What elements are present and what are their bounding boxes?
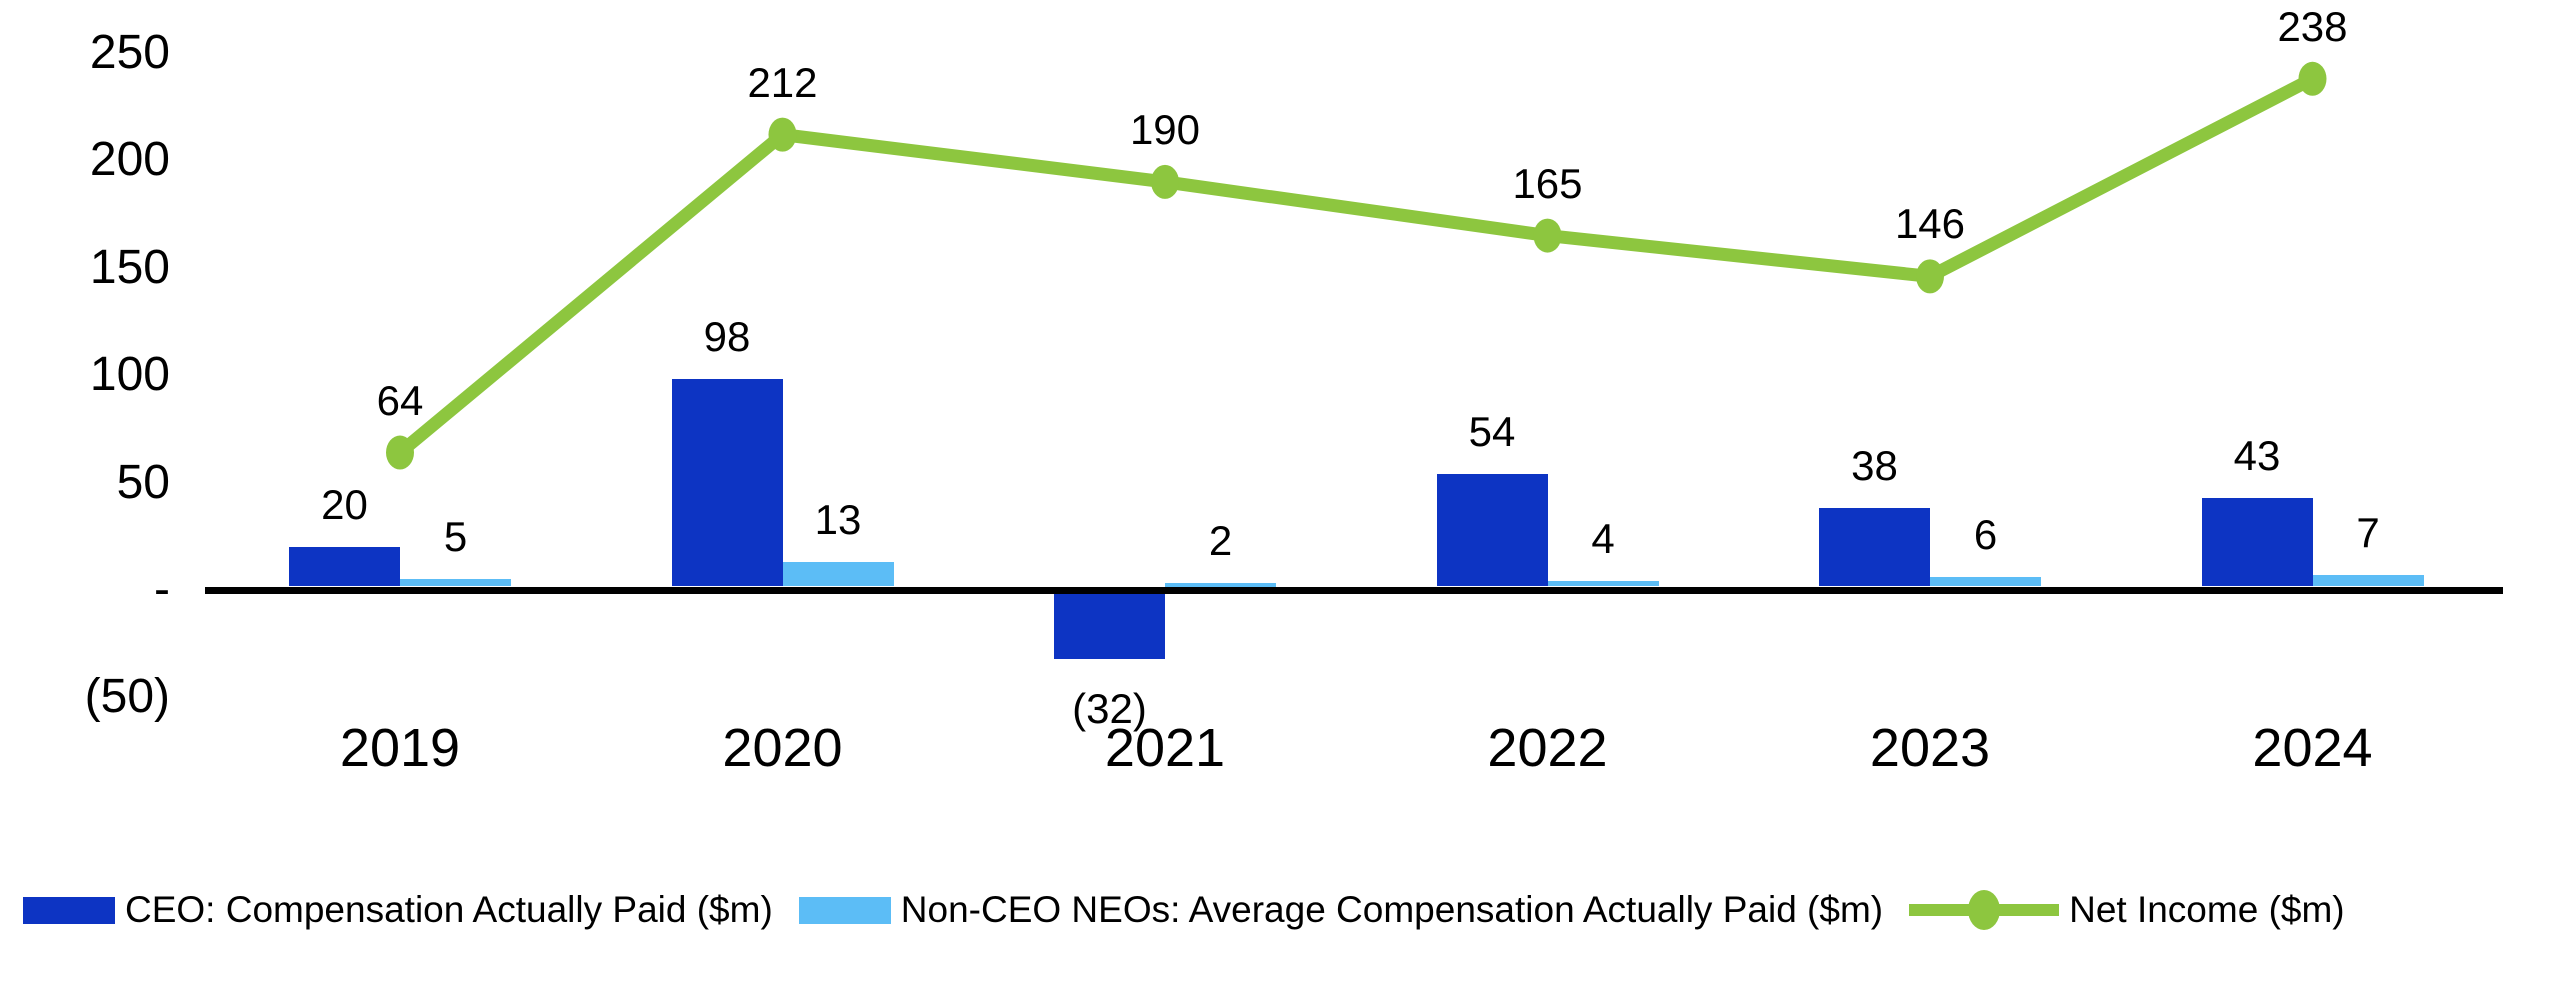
ceo-bar-value-label: 38	[1851, 442, 1898, 490]
net-income-marker	[386, 435, 414, 470]
ceo-bar	[289, 547, 400, 587]
legend-swatch-icon	[23, 896, 115, 924]
net-income-marker	[1916, 259, 1944, 294]
ceo-bar-value-label: 43	[2233, 431, 2281, 479]
x-axis-category-label: 2020	[722, 718, 843, 778]
y-axis-tick-label: 150	[89, 240, 170, 294]
net-income-value-label: 165	[1512, 159, 1583, 207]
net-income-marker	[768, 117, 797, 152]
legend-line-marker-icon	[1909, 890, 2060, 930]
net-income-marker	[1533, 218, 1562, 253]
net-income-line	[393, 72, 2319, 460]
y-axis-tick-label: (50)	[84, 670, 170, 724]
net-income-value-label: 64	[376, 376, 424, 424]
non-ceo-bar-value-label: 6	[1973, 511, 1998, 559]
legend-item: Net Income ($m)	[1909, 888, 2345, 932]
ceo-bar	[1054, 593, 1165, 659]
x-axis-category-label: 2021	[1104, 718, 1226, 778]
legend-label: CEO: Compensation Actually Paid ($m)	[125, 889, 773, 930]
legend-item: CEO: Compensation Actually Paid ($m)	[23, 888, 773, 932]
net-income-value-label: 146	[1894, 200, 1966, 248]
non-ceo-bar	[2312, 574, 2424, 587]
ceo-bar	[2201, 497, 2313, 587]
x-axis-category-label: 2023	[1869, 718, 1991, 778]
legend-item: Non-CEO NEOs: Average Compensation Actua…	[798, 888, 1884, 932]
ceo-bar-value-label: (32)	[1072, 684, 1147, 732]
net-income-value-label: 190	[1129, 105, 1201, 153]
x-axis-category-label: 2022	[1487, 718, 1608, 778]
ceo-bar	[1819, 508, 1930, 587]
legend-swatch-icon	[798, 896, 891, 924]
ceo-bar	[671, 379, 783, 587]
non-ceo-bar-value-label: 4	[1591, 515, 1615, 563]
non-ceo-bar-value-label: 7	[2356, 508, 2380, 556]
y-axis-tick-label: 250	[89, 26, 170, 79]
non-ceo-bar	[1165, 582, 1276, 587]
net-income-value-label: 238	[2277, 2, 2348, 50]
y-axis-tick-label: 100	[89, 348, 170, 402]
non-ceo-bar	[1930, 577, 2041, 587]
non-ceo-bar-value-label: 13	[814, 496, 862, 544]
non-ceo-bar	[1547, 581, 1659, 587]
non-ceo-bar	[400, 579, 511, 587]
x-axis-line	[205, 586, 2503, 594]
non-ceo-bar	[782, 562, 894, 587]
legend-label: Net Income ($m)	[2069, 889, 2345, 930]
non-ceo-bar-value-label: 2	[1208, 516, 1233, 564]
ceo-bar-value-label: 54	[1468, 408, 1516, 455]
y-axis-tick-label: -	[154, 563, 170, 616]
non-ceo-bar-value-label: 5	[443, 513, 468, 561]
net-income-marker	[1151, 164, 1179, 199]
x-axis-category-label: 2019	[339, 718, 461, 778]
legend-label: Non-CEO NEOs: Average Compensation Actua…	[900, 889, 1884, 930]
ceo-bar-value-label: 20	[321, 481, 368, 529]
legend: CEO: Compensation Actually Paid ($m) Non-…	[23, 886, 2345, 934]
x-axis-category-label: 2024	[2252, 718, 2373, 778]
y-axis-tick-label: 50	[116, 455, 170, 509]
net-income-value-label: 212	[747, 58, 818, 106]
y-axis-tick-label: 200	[89, 133, 170, 187]
ceo-bar	[1436, 474, 1548, 587]
net-income-marker	[2298, 61, 2327, 96]
ceo-bar-value-label: 98	[703, 313, 751, 361]
